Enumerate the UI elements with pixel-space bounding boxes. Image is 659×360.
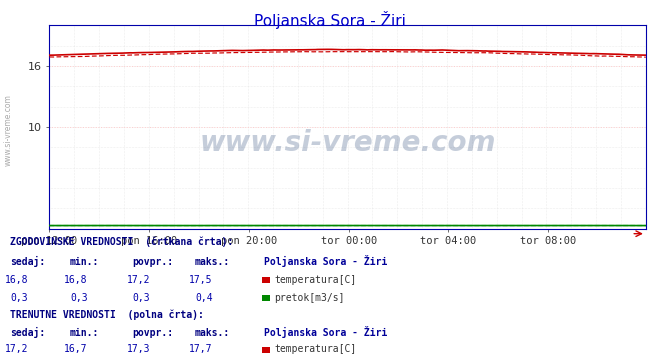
Text: 0,3: 0,3 xyxy=(70,293,88,303)
Text: maks.:: maks.: xyxy=(194,328,229,338)
Text: sedaj:: sedaj: xyxy=(10,256,45,267)
Text: 16,7: 16,7 xyxy=(64,344,88,354)
Text: 0,4: 0,4 xyxy=(195,293,213,303)
Text: min.:: min.: xyxy=(69,328,99,338)
Text: temperatura[C]: temperatura[C] xyxy=(274,344,357,354)
Text: 17,5: 17,5 xyxy=(189,275,213,285)
Text: Poljanska Sora - Žiri: Poljanska Sora - Žiri xyxy=(264,325,387,338)
Text: 17,7: 17,7 xyxy=(189,344,213,354)
Text: temperatura[C]: temperatura[C] xyxy=(274,275,357,285)
Text: 16,8: 16,8 xyxy=(64,275,88,285)
Text: www.si-vreme.com: www.si-vreme.com xyxy=(3,94,13,166)
Text: 0,3: 0,3 xyxy=(132,293,150,303)
Text: 16,8: 16,8 xyxy=(5,275,28,285)
Text: povpr.:: povpr.: xyxy=(132,257,173,267)
Text: 0,3: 0,3 xyxy=(11,293,28,303)
Text: 17,3: 17,3 xyxy=(127,344,150,354)
Text: 17,2: 17,2 xyxy=(5,344,28,354)
Text: Poljanska Sora - Žiri: Poljanska Sora - Žiri xyxy=(264,255,387,267)
Text: Poljanska Sora - Žiri: Poljanska Sora - Žiri xyxy=(254,11,405,29)
Text: maks.:: maks.: xyxy=(194,257,229,267)
Text: ZGODOVINSKE VREDNOSTI  (črtkana črta):: ZGODOVINSKE VREDNOSTI (črtkana črta): xyxy=(10,236,233,247)
Text: sedaj:: sedaj: xyxy=(10,327,45,338)
Text: www.si-vreme.com: www.si-vreme.com xyxy=(200,129,496,157)
Text: povpr.:: povpr.: xyxy=(132,328,173,338)
Text: min.:: min.: xyxy=(69,257,99,267)
Text: TRENUTNE VREDNOSTI  (polna črta):: TRENUTNE VREDNOSTI (polna črta): xyxy=(10,309,204,320)
Text: 17,2: 17,2 xyxy=(127,275,150,285)
Text: pretok[m3/s]: pretok[m3/s] xyxy=(274,293,345,303)
